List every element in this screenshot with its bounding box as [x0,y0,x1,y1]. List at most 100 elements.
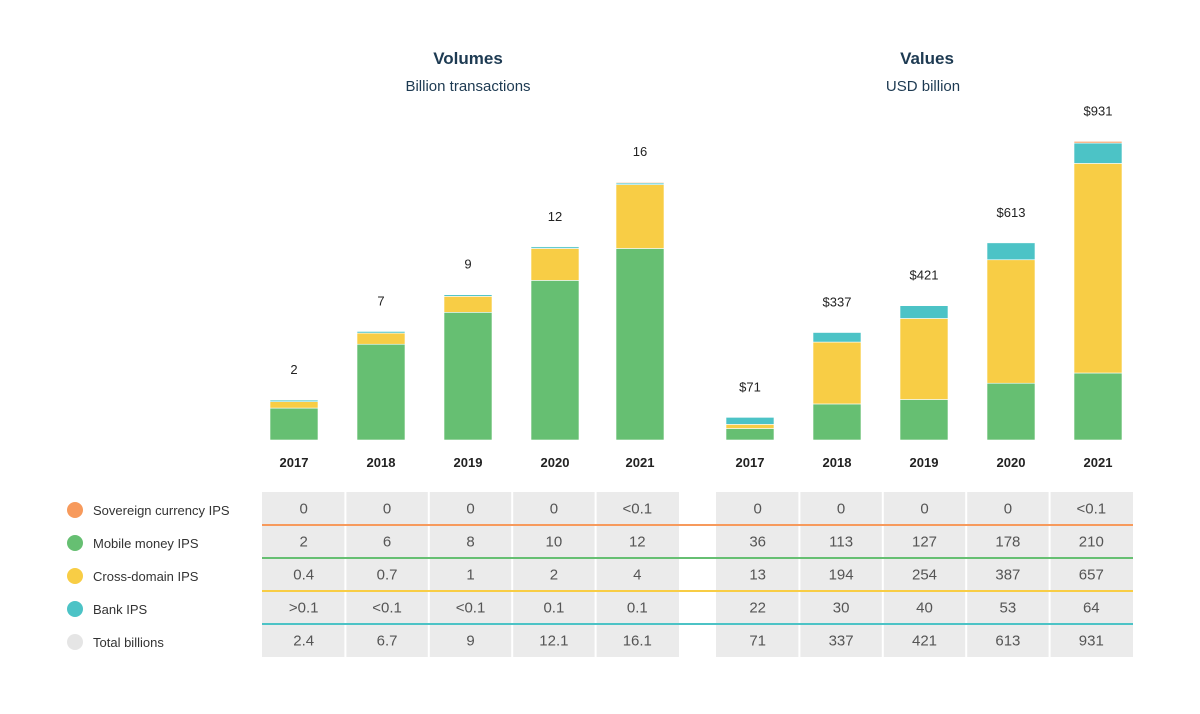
volumes-cell-mobile-2021: 12 [629,534,646,551]
volumes-total-label-2020: 12 [548,209,562,224]
values-subtitle: USD billion [886,78,960,95]
values-total-label-2018: $337 [823,294,852,309]
volumes-bar-mobile-2021 [615,248,665,441]
volumes-table: 0 0 0 0 <0.12 6 8 10 120.4 0.7 1 2 4>0.1 <0.1 <0.1 0.1 0… [262,492,679,657]
values-cell-crossdomain-2018: 194 [829,567,854,584]
volumes-year-label-2021: 2021 [626,455,655,470]
volumes-cell-crossdomain-2020: 2 [550,567,558,584]
volumes-cell-total-2017: 2.4 [293,633,314,650]
volumes-cell-bank-2019: <0.1 [456,600,486,617]
values-plot: $71 2017 $337 2018 $421 2019 $613 2020 $931 2021 [725,103,1123,470]
volumes-panel-header: Volumes Billion transactions [405,49,530,95]
volumes-cell-bank-2020: 0.1 [543,600,564,617]
volumes-bar-crossdomain-2018 [356,332,406,345]
values-cell-crossdomain-2021: 657 [1079,567,1104,584]
values-year-label-2020: 2020 [997,455,1026,470]
bar-plots: 2 2017 7 2018 9 2019 12 2020 16 2021 $71 2017 $337 20… [269,103,1123,470]
legend-swatch-bank [67,601,83,617]
values-bar-crossdomain-2018 [812,341,862,405]
volumes-cell-bank-2017: >0.1 [289,600,319,617]
legend-label-crossdomain: Cross-domain IPS [93,569,199,584]
values-cell-total-2021: 931 [1079,633,1104,650]
values-cell-mobile-2020: 178 [995,534,1020,551]
volumes-subtitle: Billion transactions [405,78,530,95]
volumes-bar-crossdomain-2019 [443,296,493,313]
volumes-bar-sovereign-2021 [615,181,665,184]
legend-label-total: Total billions [93,635,164,650]
volumes-total-label-2017: 2 [290,362,297,377]
values-cell-total-2019: 421 [912,633,937,650]
data-tables: 0 0 0 0 <0.12 6 8 10 120.4 0.7 1 2 4>0.1 <0.1 <0.1 0.1 0… [262,492,1133,657]
values-bar-crossdomain-2021 [1073,163,1123,374]
values-panel-header: Values USD billion [886,49,960,95]
values-bar-mobile-2017 [725,428,775,441]
volumes-bar-mobile-2019 [443,311,493,441]
legend-swatch-mobile [67,535,83,551]
volumes-cell-sovereign-2019: 0 [466,501,474,518]
values-bar-crossdomain-2017 [725,424,775,429]
values-cell-total-2018: 337 [829,633,854,650]
values-bar-bank-2020 [986,242,1036,261]
values-cell-bank-2019: 40 [916,600,933,617]
values-table: 0 0 0 0 <0.1 36 113 127 178 210 13 194 254 387 657 22 30… [716,492,1133,657]
values-cell-crossdomain-2020: 387 [995,567,1020,584]
volumes-bar-crossdomain-2020 [530,248,580,281]
values-total-label-2021: $931 [1084,103,1113,118]
values-bar-mobile-2020 [986,382,1036,441]
volumes-cell-sovereign-2021: <0.1 [622,501,652,518]
volumes-cell-crossdomain-2018: 0.7 [377,567,398,584]
volumes-cell-mobile-2019: 8 [466,534,474,551]
values-year-label-2018: 2018 [823,455,852,470]
volumes-cell-sovereign-2018: 0 [383,501,391,518]
volumes-cell-mobile-2018: 6 [383,534,391,551]
volumes-bar-bank-2020 [530,246,580,249]
values-bar-mobile-2019 [899,399,949,441]
volumes-total-label-2019: 9 [464,257,471,272]
values-bar-bank-2019 [899,305,949,319]
values-bar-bank-2018 [812,332,862,343]
values-cell-bank-2018: 30 [833,600,850,617]
values-cell-mobile-2017: 36 [749,534,766,551]
volumes-year-label-2018: 2018 [367,455,396,470]
values-cell-mobile-2021: 210 [1079,534,1104,551]
volumes-cell-crossdomain-2017: 0.4 [293,567,314,584]
values-year-label-2021: 2021 [1084,455,1113,470]
values-year-label-2017: 2017 [736,455,765,470]
volumes-total-label-2018: 7 [377,293,384,308]
values-cell-mobile-2018: 113 [829,534,853,551]
volumes-cell-sovereign-2017: 0 [300,501,308,518]
values-cell-sovereign-2021: <0.1 [1076,501,1106,518]
volumes-cell-total-2020: 12.1 [539,633,568,650]
volumes-cell-total-2018: 6.7 [377,633,398,650]
values-cell-sovereign-2020: 0 [1004,501,1012,518]
volumes-cell-crossdomain-2019: 1 [466,567,474,584]
volumes-cell-mobile-2020: 10 [546,534,563,551]
legend-swatch-total [67,634,83,650]
values-cell-sovereign-2017: 0 [754,501,762,518]
values-total-label-2019: $421 [910,268,939,283]
volumes-year-label-2017: 2017 [280,455,309,470]
volumes-bar-bank-2017 [269,399,319,402]
volumes-cell-sovereign-2020: 0 [550,501,558,518]
volumes-year-label-2019: 2019 [454,455,483,470]
values-bar-mobile-2018 [812,403,862,441]
values-total-label-2017: $71 [739,379,761,394]
volumes-bar-mobile-2017 [269,407,319,441]
volumes-cell-bank-2018: <0.1 [372,600,402,617]
values-cell-bank-2017: 22 [749,600,766,617]
volumes-bar-crossdomain-2021 [615,184,665,249]
values-title: Values [900,49,954,68]
values-total-label-2020: $613 [997,205,1026,220]
values-bar-crossdomain-2019 [899,318,949,400]
values-cell-total-2020: 613 [995,633,1020,650]
legend-label-mobile: Mobile money IPS [93,536,199,551]
volumes-bar-bank-2018 [356,331,406,334]
volumes-plot: 2 2017 7 2018 9 2019 12 2020 16 2021 [269,144,665,470]
volumes-bar-mobile-2020 [530,280,580,441]
values-bar-crossdomain-2020 [986,259,1036,384]
values-cell-crossdomain-2019: 254 [912,567,937,584]
values-cell-crossdomain-2017: 13 [749,567,766,584]
volumes-title: Volumes [433,49,503,68]
values-bar-bank-2017 [725,417,775,425]
volumes-bar-crossdomain-2017 [269,401,319,409]
